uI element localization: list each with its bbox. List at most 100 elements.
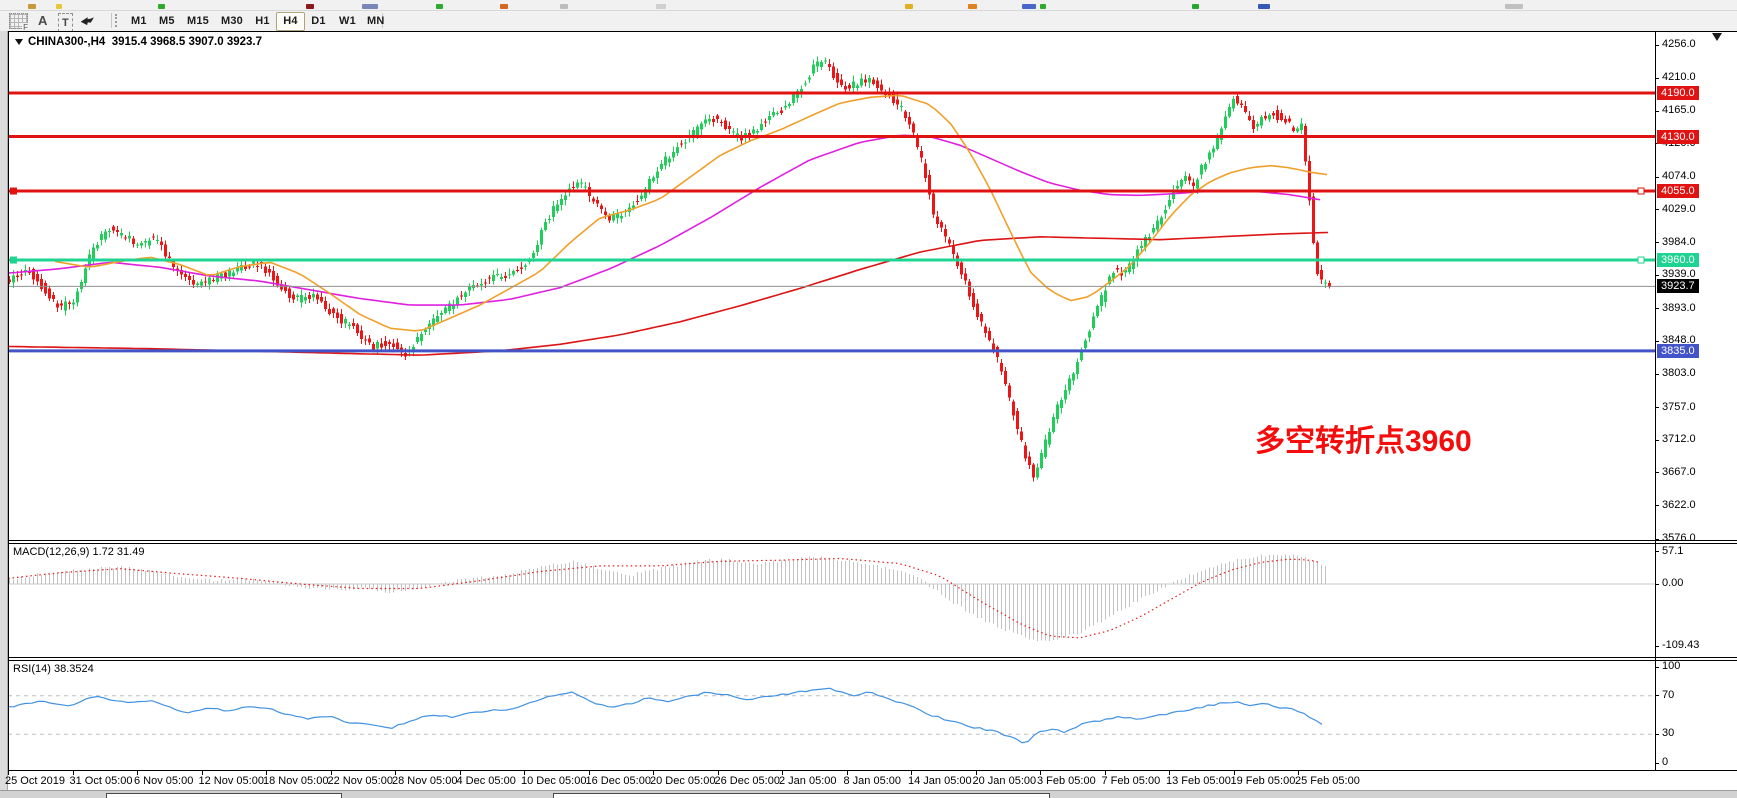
- candle-body: [1324, 282, 1327, 284]
- line-handle-right[interactable]: [1637, 256, 1645, 264]
- timeframe-button-m1[interactable]: M1: [131, 15, 147, 27]
- bottom-tab-fragment[interactable]: [553, 793, 1050, 798]
- timeframe-button-mn[interactable]: MN: [367, 15, 385, 27]
- candle-body: [836, 72, 839, 83]
- timeframe-button-h1[interactable]: H1: [255, 15, 270, 27]
- chart-shift-marker[interactable]: [1712, 33, 1722, 41]
- text-label-tool-icon[interactable]: A: [38, 13, 48, 28]
- rsi-plot[interactable]: [8, 661, 1655, 770]
- ma-line-orange[interactable]: [54, 94, 1328, 332]
- candle-body: [236, 267, 239, 272]
- candle-body: [424, 329, 427, 332]
- rsi-tick: [1655, 695, 1659, 697]
- candle-body: [1124, 270, 1127, 273]
- candle-body: [264, 266, 267, 274]
- candle-body: [460, 295, 463, 297]
- rsi-tick: [1655, 666, 1659, 668]
- chart-dropdown-icon[interactable]: [15, 39, 23, 45]
- toolbar-icon-fragment: [560, 4, 568, 9]
- chart-annotation-text[interactable]: 多空转折点3960: [1255, 425, 1472, 458]
- line-handle-right[interactable]: [1637, 187, 1645, 195]
- candle-body: [220, 273, 223, 279]
- candle-body: [952, 245, 955, 254]
- rsi-tick-label: 30: [1662, 727, 1675, 740]
- time-tick: [717, 771, 719, 775]
- candle-body: [1260, 116, 1263, 126]
- cropped-bottom-tab-bar: [0, 790, 1737, 798]
- candle-body: [968, 281, 971, 297]
- candle-body: [904, 111, 907, 119]
- time-axis-label: 7 Feb 05:00: [1101, 775, 1161, 787]
- toolbar-grip-grid-icon[interactable]: F: [9, 12, 29, 32]
- candle-body: [692, 130, 695, 137]
- arrow-objects-tool-icon[interactable]: ▾: [80, 12, 94, 29]
- candle-body: [856, 85, 859, 88]
- timeframe-button-h4[interactable]: H4: [276, 12, 305, 31]
- toolbar-icon-fragment: [968, 4, 977, 9]
- panel-separator[interactable]: [8, 540, 1737, 544]
- candle-body: [364, 339, 367, 341]
- candle-body: [1064, 390, 1067, 400]
- candle-body: [464, 292, 467, 298]
- candle-body: [1080, 350, 1083, 361]
- candle-body: [772, 112, 775, 116]
- time-axis-label: 20 Jan 05:00: [972, 775, 1037, 787]
- candle-body: [1136, 249, 1139, 262]
- price-tick-label: 3939.0: [1662, 268, 1696, 281]
- macd-indicator-label: MACD(12,26,9) 1.72 31.49: [13, 546, 145, 558]
- candle-body: [376, 342, 379, 349]
- price-tick: [1655, 176, 1659, 178]
- price-tick: [1655, 439, 1659, 441]
- timeframe-button-m15[interactable]: M15: [187, 15, 209, 27]
- time-axis-label: 25 Feb 05:00: [1295, 775, 1360, 787]
- candle-body: [1308, 160, 1311, 201]
- timeframe-button-m5[interactable]: M5: [159, 15, 175, 27]
- time-axis[interactable]: [8, 770, 1737, 790]
- price-tick-label: 4074.0: [1662, 170, 1696, 183]
- candle-body: [596, 200, 599, 204]
- macd-signal-line: [8, 557, 1321, 639]
- time-tick: [72, 771, 74, 775]
- ma-line-magenta[interactable]: [8, 134, 1321, 306]
- price-tick-label: 4256.0: [1662, 38, 1696, 50]
- rsi-indicator-label: RSI(14) 38.3524: [13, 663, 94, 675]
- candle-body: [828, 64, 831, 67]
- bottom-tab-fragment[interactable]: [106, 793, 342, 798]
- candle-body: [1056, 404, 1059, 419]
- chart-window[interactable]: [0, 31, 1737, 798]
- candle-body: [1224, 116, 1227, 129]
- text-box-tool-icon[interactable]: T: [58, 13, 73, 32]
- price-tick: [1655, 242, 1659, 244]
- price-tick: [1655, 274, 1659, 276]
- candle-body: [928, 174, 931, 195]
- toolbar-icon-fragment: [500, 4, 508, 9]
- timeframe-button-m30[interactable]: M30: [221, 15, 243, 27]
- candle-body: [1048, 432, 1051, 445]
- candle-body: [240, 265, 243, 271]
- toolbar-icon-fragment: [306, 4, 314, 9]
- price-chart-plot[interactable]: [8, 31, 1655, 540]
- ma-line-red[interactable]: [8, 231, 1329, 356]
- line-handle-left[interactable]: [10, 256, 17, 264]
- candle-body: [1000, 362, 1003, 372]
- time-axis-label: 25 Oct 2019: [5, 775, 65, 787]
- timeframe-button-d1[interactable]: D1: [311, 15, 326, 27]
- candle-body: [304, 296, 307, 301]
- timeframe-button-w1[interactable]: W1: [339, 15, 356, 27]
- candle-body: [84, 268, 87, 283]
- candle-body: [644, 188, 647, 198]
- rsi-tick: [1655, 762, 1659, 764]
- macd-plot[interactable]: [8, 544, 1655, 657]
- panel-separator[interactable]: [8, 657, 1737, 661]
- toolbar-drag-handle[interactable]: [115, 14, 120, 27]
- line-handle-left[interactable]: [10, 187, 17, 195]
- candle-body: [1244, 105, 1247, 112]
- candle-body: [64, 301, 67, 311]
- candle-body: [1008, 385, 1011, 398]
- candle-body: [140, 243, 143, 246]
- candle-body: [724, 120, 727, 130]
- candle-body: [780, 110, 783, 113]
- candle-body: [748, 133, 751, 137]
- rsi-tick-label: 0: [1662, 756, 1669, 768]
